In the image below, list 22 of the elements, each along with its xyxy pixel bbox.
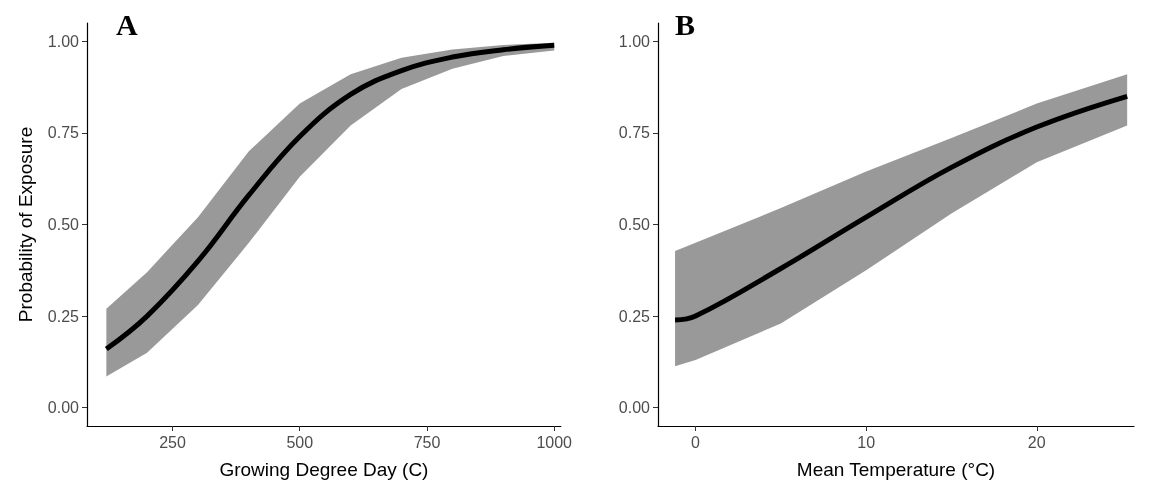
y-tick-label: 0.50: [618, 216, 651, 233]
y-tick-label: 0.75: [618, 124, 651, 142]
x-tick-label: 250: [159, 433, 186, 451]
y-tick-label: 0.00: [618, 399, 651, 417]
y-tick-label: 1.00: [618, 32, 651, 50]
y-tick-label: 0.75: [47, 124, 80, 142]
x-tick-label: 1000: [536, 433, 573, 451]
x-tick-label: 750: [413, 433, 441, 451]
y-tick-label: 0.25: [47, 307, 80, 325]
y-tick-label: 0.50: [47, 216, 80, 233]
x-axis-title: Mean Temperature (°C): [796, 459, 996, 480]
y-tick-label: 1.00: [47, 32, 80, 50]
y-tick-label: 0.25: [618, 307, 651, 325]
y-axis-title: Probability of Exposure: [15, 126, 36, 323]
chart-title: A: [116, 7, 138, 41]
x-tick-label: 0: [691, 433, 701, 451]
chart-title: B: [675, 7, 696, 41]
y-tick-label: 0.00: [47, 399, 80, 417]
x-axis-title: Growing Degree Day (C): [219, 459, 429, 480]
x-tick-label: 500: [286, 433, 314, 451]
x-tick-label: 20: [1027, 433, 1046, 451]
x-tick-label: 10: [857, 433, 876, 451]
